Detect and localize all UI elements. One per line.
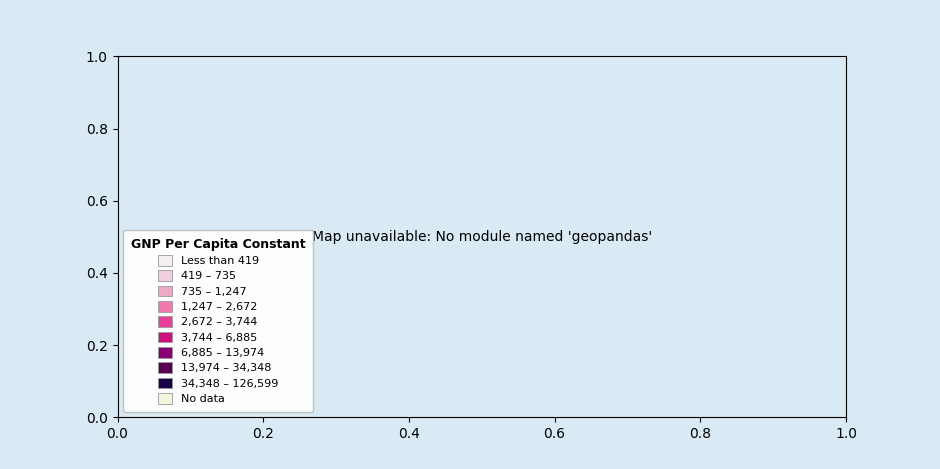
Legend: Less than 419, 419 – 735, 735 – 1,247, 1,247 – 2,672, 2,672 – 3,744, 3,744 – 6,8: Less than 419, 419 – 735, 735 – 1,247, 1… [123, 230, 313, 412]
Text: Map unavailable: No module named 'geopandas': Map unavailable: No module named 'geopan… [312, 230, 651, 244]
